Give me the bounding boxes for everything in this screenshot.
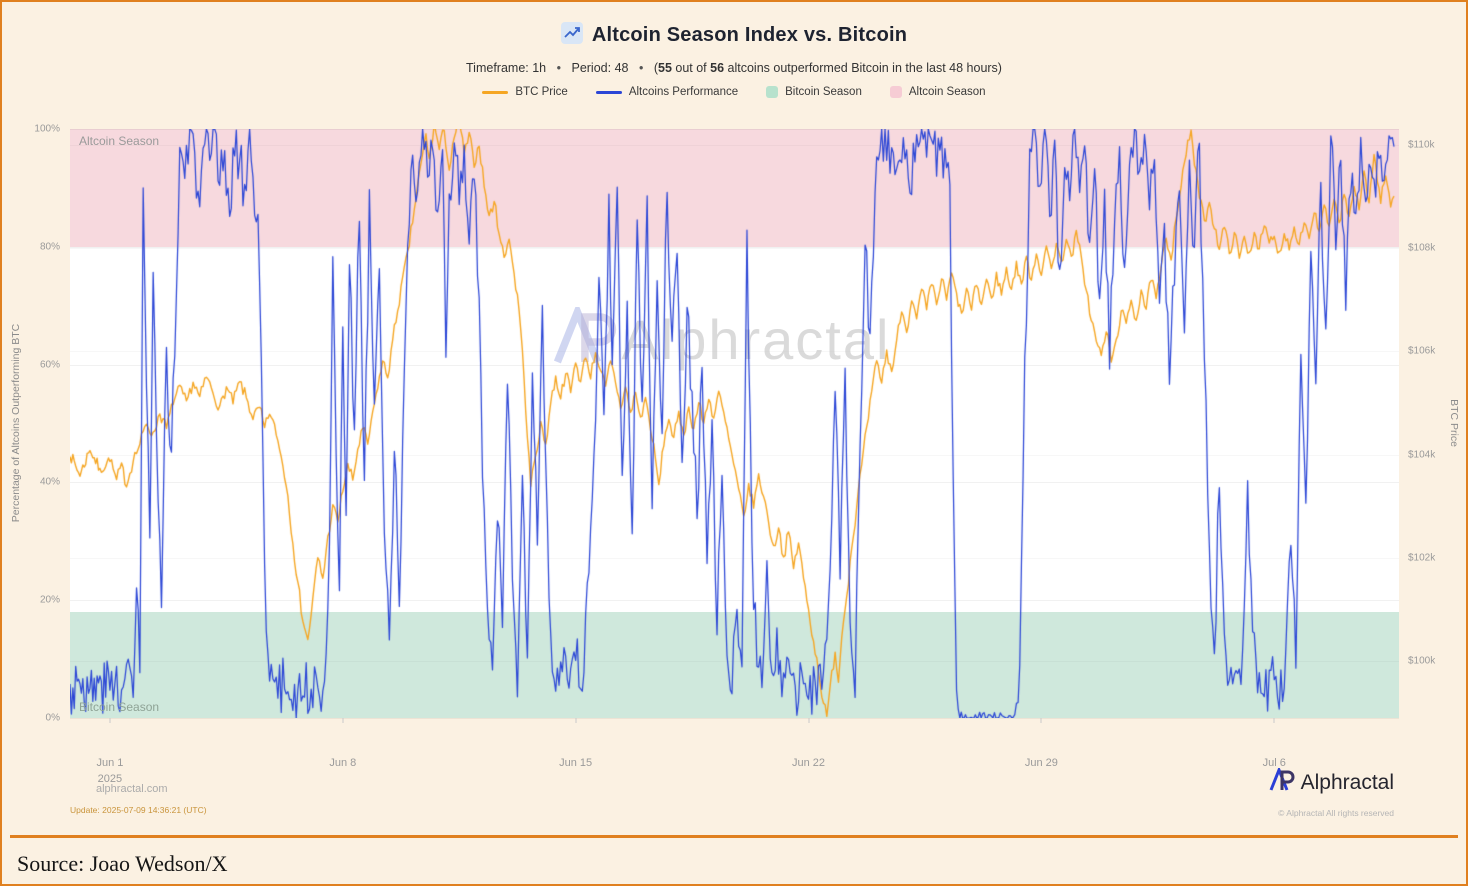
x-tick-mark [575, 718, 577, 723]
x-tick-label: Jun 8 [329, 757, 357, 769]
x-tick-label: Jul 6 [1262, 757, 1286, 769]
x-tick-mark [1040, 718, 1042, 723]
legend-item-altcoins-performance[interactable]: Altcoins Performance [595, 86, 739, 98]
chart-header: Altcoin Season Index vs. Bitcoin [2, 22, 1466, 49]
chart-subtitle: Timeframe: 1h • Period: 48 • (55 out of … [2, 61, 1466, 75]
bitcoin-season-band-label: Bitcoin Season [79, 700, 160, 714]
y-tick-label-right: $106k [1408, 345, 1436, 357]
x-tick-mark [1273, 718, 1275, 723]
x-tick-mark [109, 718, 111, 723]
x-tick-label: Jun 15 [559, 757, 593, 769]
subtitle-period: Period: 48 [571, 61, 629, 75]
legend-label: BTC Price [515, 86, 568, 98]
y-tick-label-right: $108k [1408, 242, 1436, 254]
chart-increasing-icon [560, 22, 583, 49]
chart-canvas [70, 129, 1399, 718]
y-tick-label-right: $100k [1408, 655, 1436, 667]
x-tick-label: Jun 1 2025 [96, 757, 124, 785]
legend: BTC Price Altcoins Performance Bitcoin S… [2, 86, 1466, 98]
x-tick-label: Jun 29 [1024, 757, 1058, 769]
altcoins-performance-swatch [595, 90, 622, 94]
y-tick-label-left: 40% [39, 476, 60, 488]
alphractal-logo: Alphractal [1269, 765, 1394, 797]
gridline [70, 718, 1399, 719]
y-tick-label-right: $102k [1408, 552, 1436, 564]
site-label: alphractal.com [96, 783, 168, 795]
legend-label: Altcoin Season [908, 86, 986, 98]
legend-item-bitcoin-season[interactable]: Bitcoin Season [766, 86, 862, 98]
altcoin-season-swatch [889, 86, 902, 98]
x-tick-mark [342, 718, 344, 723]
right-axis-title: BTC Price [1448, 399, 1460, 447]
brand-text: Alphractal [1300, 770, 1394, 794]
alphractal-logo-icon [1269, 765, 1295, 797]
legend-item-btc-price[interactable]: BTC Price [482, 86, 568, 98]
source-caption: Source: Joao Wedson/X [17, 851, 228, 876]
legend-label: Altcoins Performance [628, 86, 739, 98]
subtitle-stat: (55 out of 56 altcoins outperformed Bitc… [653, 61, 1002, 75]
copyright-text: © Alphractal All rights reserved [1278, 808, 1394, 818]
left-axis-title: Percentage of Altcoins Outperforming BTC [10, 323, 22, 523]
subtitle-separator: • [556, 61, 561, 75]
legend-label: Bitcoin Season [785, 86, 862, 98]
y-tick-label-right: $110k [1408, 139, 1435, 150]
y-tick-label-left: 100% [34, 123, 60, 135]
page-title: Altcoin Season Index vs. Bitcoin [591, 24, 908, 46]
altcoin-season-band-label: Altcoin Season [79, 134, 160, 148]
btc-price-swatch [482, 90, 509, 94]
y-tick-label-left: 20% [39, 594, 60, 606]
legend-item-altcoin-season[interactable]: Altcoin Season [889, 86, 986, 98]
subtitle-timeframe: Timeframe: 1h [466, 61, 547, 75]
y-tick-label-right: $104k [1408, 449, 1436, 460]
y-tick-label-left: 60% [39, 359, 60, 371]
bitcoin-season-swatch [766, 86, 779, 98]
x-tick-label: Jun 22 [792, 757, 826, 769]
update-timestamp: Update: 2025-07-09 14:36:21 (UTC) [70, 805, 207, 815]
subtitle-separator: • [638, 61, 644, 75]
x-tick-mark [808, 718, 810, 723]
y-tick-label-left: 0% [45, 712, 60, 724]
y-tick-label-left: 80% [39, 241, 60, 253]
plot-area: Altcoin Season Bitcoin Season Alphractal [70, 129, 1399, 719]
divider-line [10, 835, 1458, 838]
